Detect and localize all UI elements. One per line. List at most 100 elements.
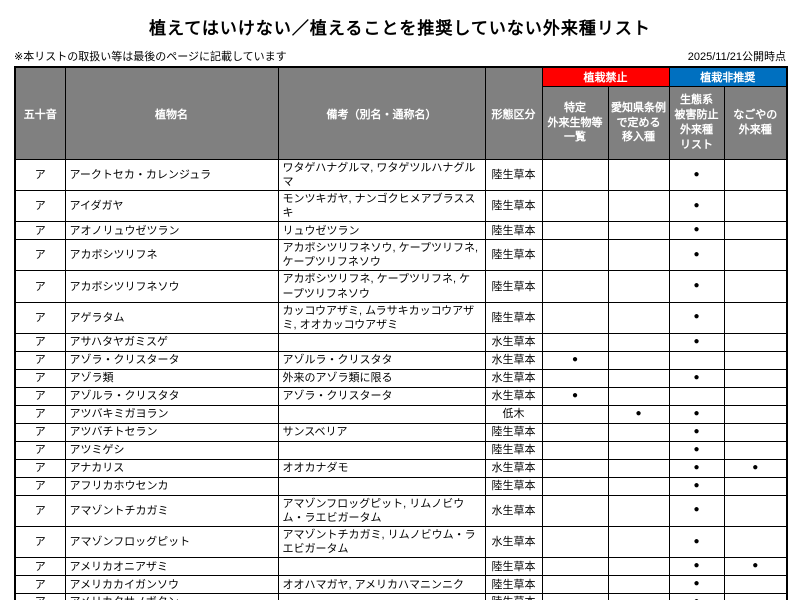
row-tokutei-mark bbox=[541, 270, 609, 303]
row-aichi-mark bbox=[607, 476, 670, 496]
row-form-class: 水生草本 bbox=[484, 458, 543, 478]
row-remark: アゾラ・クリスタータ bbox=[277, 386, 486, 406]
row-kana: ア bbox=[14, 221, 66, 241]
row-aichi-mark bbox=[607, 458, 670, 478]
row-aichi-mark bbox=[607, 593, 670, 600]
table-row: ア アカボシツリフネ アカボシツリフネソウ, ケープツリフネ, ケープツリフネソ… bbox=[14, 239, 788, 272]
row-plant-name: アフリカホウセンカ bbox=[64, 476, 279, 496]
table-row: ア アマゾンフロッグピット アマゾントチカガミ, リムノビウム・ラエビガータム … bbox=[14, 525, 788, 559]
row-plant-name: アカボシツリフネソウ bbox=[64, 270, 279, 303]
row-ecosystem-mark bbox=[668, 350, 725, 370]
row-ecosystem-mark: ● bbox=[668, 575, 725, 595]
row-form-class: 水生草本 bbox=[484, 525, 543, 559]
row-tokutei-mark bbox=[541, 422, 609, 442]
row-ecosystem-mark: ● bbox=[668, 270, 725, 303]
row-aichi-mark bbox=[607, 301, 670, 334]
handling-note: ※本リストの取扱い等は最後のページに記載しています bbox=[14, 51, 287, 63]
row-kana: ア bbox=[14, 476, 66, 496]
row-kana: ア bbox=[14, 301, 66, 334]
table-header: 五十音 植物名 備考（別名・通称名） 形態区分 植栽禁止 植栽非推奨 特定 外来… bbox=[14, 66, 788, 160]
row-tokutei-mark bbox=[541, 332, 609, 352]
row-plant-name: アマゾンフロッグピット bbox=[64, 525, 279, 559]
row-aichi-mark: ● bbox=[607, 404, 670, 424]
row-aichi-mark bbox=[607, 332, 670, 352]
row-kana: ア bbox=[14, 494, 66, 527]
row-plant-name: アナカリス bbox=[64, 458, 279, 478]
row-nagoya-mark bbox=[723, 190, 788, 223]
group-header-prohibited: 植栽禁止 bbox=[541, 66, 670, 87]
row-remark: ワタゲハナグルマ, ワタゲツルハナグルマ bbox=[277, 158, 486, 192]
row-plant-name: アカボシツリフネ bbox=[64, 239, 279, 272]
row-tokutei-mark bbox=[541, 404, 609, 424]
row-form-class: 陸生草本 bbox=[484, 270, 543, 303]
row-form-class: 陸生草本 bbox=[484, 221, 543, 241]
row-kana: ア bbox=[14, 270, 66, 303]
row-tokutei-mark bbox=[541, 557, 609, 577]
row-kana: ア bbox=[14, 386, 66, 406]
meta-row: ※本リストの取扱い等は最後のページに記載しています 2025/11/21公開時点 bbox=[14, 48, 786, 64]
row-form-class: 陸生草本 bbox=[484, 190, 543, 223]
table-row: ア アイダガヤ モンツキガヤ, ナンゴクヒメアブラススキ 陸生草本 ● bbox=[14, 190, 788, 223]
row-form-class: 水生草本 bbox=[484, 350, 543, 370]
table-row: ア アツバキミガヨラン 低木 ● ● bbox=[14, 404, 788, 424]
row-nagoya-mark bbox=[723, 525, 788, 559]
col-header-remark: 備考（別名・通称名） bbox=[277, 66, 486, 160]
row-tokutei-mark bbox=[541, 301, 609, 334]
row-remark bbox=[277, 593, 486, 600]
row-aichi-mark bbox=[607, 422, 670, 442]
table-row: ア アゾラ類 外来のアゾラ類に限る 水生草本 ● bbox=[14, 368, 788, 388]
table-row: ア アゾラ・クリスタータ アゾルラ・クリスタタ 水生草本 ● bbox=[14, 350, 788, 370]
row-ecosystem-mark: ● bbox=[668, 422, 725, 442]
published-date: 2025/11/21公開時点 bbox=[687, 51, 786, 63]
col-header-form: 形態区分 bbox=[484, 66, 543, 160]
row-remark: リュウゼツラン bbox=[277, 221, 486, 241]
row-remark bbox=[277, 440, 486, 460]
row-plant-name: アメリカクサノボタン bbox=[64, 593, 279, 600]
row-plant-name: アイダガヤ bbox=[64, 190, 279, 223]
row-ecosystem-mark: ● bbox=[668, 368, 725, 388]
table-row: ア アメリカクサノボタン 陸生草本 ● bbox=[14, 593, 788, 600]
row-aichi-mark bbox=[607, 575, 670, 595]
row-form-class: 陸生草本 bbox=[484, 476, 543, 496]
row-ecosystem-mark: ● bbox=[668, 440, 725, 460]
table-row: ア アサハタヤガミスゲ 水生草本 ● bbox=[14, 332, 788, 352]
row-plant-name: アゾラ・クリスタータ bbox=[64, 350, 279, 370]
row-tokutei-mark bbox=[541, 190, 609, 223]
row-aichi-mark bbox=[607, 350, 670, 370]
row-plant-name: アツバチトセラン bbox=[64, 422, 279, 442]
table-row: ア アゲラタム カッコウアザミ, ムラサキカッコウアザミ, オオカッコウアザミ … bbox=[14, 301, 788, 334]
row-remark: オオハマガヤ, アメリカハマニンニク bbox=[277, 575, 486, 595]
row-plant-name: アークトセカ・カレンジュラ bbox=[64, 158, 279, 192]
row-nagoya-mark bbox=[723, 301, 788, 334]
table-row: ア アツバチトセラン サンスベリア 陸生草本 ● bbox=[14, 422, 788, 442]
row-remark bbox=[277, 404, 486, 424]
row-aichi-mark bbox=[607, 557, 670, 577]
row-kana: ア bbox=[14, 350, 66, 370]
row-form-class: 低木 bbox=[484, 404, 543, 424]
row-plant-name: アゲラタム bbox=[64, 301, 279, 334]
row-remark: アゾルラ・クリスタタ bbox=[277, 350, 486, 370]
row-nagoya-mark bbox=[723, 575, 788, 595]
row-ecosystem-mark: ● bbox=[668, 332, 725, 352]
row-form-class: 水生草本 bbox=[484, 494, 543, 527]
row-nagoya-mark bbox=[723, 386, 788, 406]
row-ecosystem-mark: ● bbox=[668, 221, 725, 241]
row-tokutei-mark bbox=[541, 368, 609, 388]
row-aichi-mark bbox=[607, 190, 670, 223]
row-remark bbox=[277, 476, 486, 496]
row-kana: ア bbox=[14, 422, 66, 442]
row-kana: ア bbox=[14, 575, 66, 595]
row-nagoya-mark bbox=[723, 221, 788, 241]
row-aichi-mark bbox=[607, 270, 670, 303]
row-tokutei-mark bbox=[541, 239, 609, 272]
row-plant-name: アツミゲシ bbox=[64, 440, 279, 460]
row-remark: アマゾントチカガミ, リムノビウム・ラエビガータム bbox=[277, 525, 486, 559]
row-tokutei-mark bbox=[541, 494, 609, 527]
table-row: ア アフリカホウセンカ 陸生草本 ● bbox=[14, 476, 788, 496]
row-ecosystem-mark: ● bbox=[668, 593, 725, 600]
row-form-class: 陸生草本 bbox=[484, 557, 543, 577]
col-header-ecosystem-list: 生態系 被害防止 外来種 リスト bbox=[668, 86, 725, 160]
table-row: ア アカボシツリフネソウ アカボシツリフネ, ケープツリフネ, ケープツリフネソ… bbox=[14, 270, 788, 303]
row-remark: カッコウアザミ, ムラサキカッコウアザミ, オオカッコウアザミ bbox=[277, 301, 486, 334]
